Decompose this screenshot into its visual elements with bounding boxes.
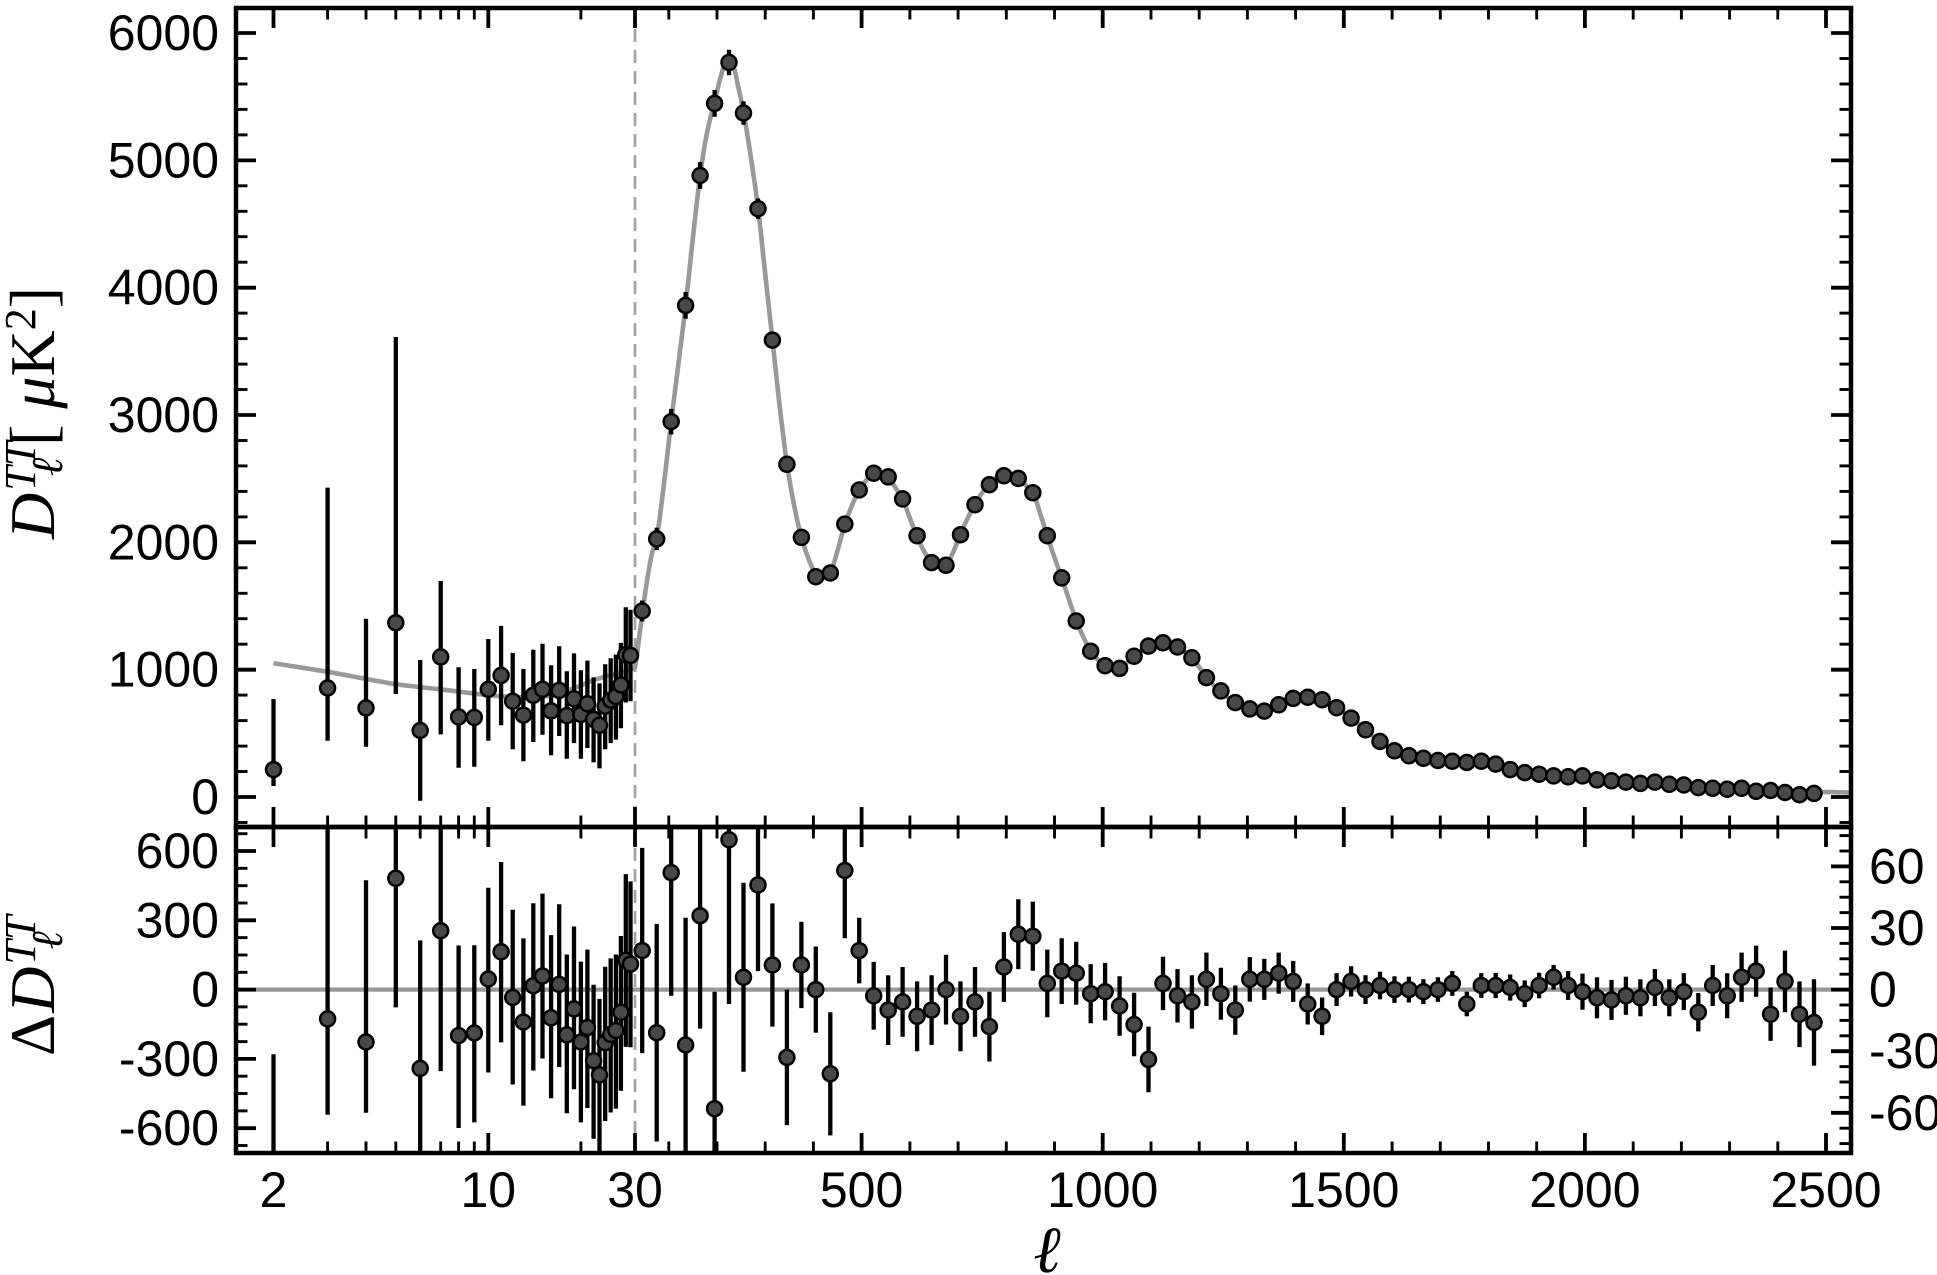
svg-text:2: 2 [260,1162,288,1218]
svg-text:500: 500 [820,1162,903,1218]
svg-text:300: 300 [136,892,219,948]
svg-text:-300: -300 [119,1031,219,1087]
svg-text:TT: TT [0,912,45,964]
svg-text:]: ] [0,287,68,308]
svg-text:-60: -60 [1869,1085,1937,1141]
svg-text:Δ: Δ [0,1015,68,1056]
svg-text:30: 30 [607,1162,663,1218]
svg-text:K: K [0,330,68,376]
svg-text:1500: 1500 [1288,1162,1399,1218]
svg-text:6000: 6000 [108,5,219,61]
svg-text:2500: 2500 [1770,1162,1881,1218]
svg-text:4000: 4000 [108,260,219,316]
svg-text:600: 600 [136,823,219,879]
svg-text:TT: TT [0,438,45,490]
svg-text:0: 0 [191,962,219,1018]
svg-text:[: [ [0,425,68,446]
svg-text:ℓ: ℓ [23,457,72,476]
svg-text:D: D [0,493,68,540]
svg-text:-600: -600 [119,1100,219,1156]
svg-text:10: 10 [460,1162,516,1218]
svg-text:1000: 1000 [1047,1162,1158,1218]
svg-text:60: 60 [1869,838,1925,894]
svg-text:30: 30 [1869,900,1925,956]
svg-text:2: 2 [0,308,45,330]
svg-text:5000: 5000 [108,132,219,188]
svg-text:0: 0 [191,769,219,825]
svg-text:2000: 2000 [108,514,219,570]
svg-text:1000: 1000 [108,642,219,698]
svg-text:D: D [0,967,68,1014]
svg-text:3000: 3000 [108,387,219,443]
svg-text:0: 0 [1869,962,1897,1018]
svg-text:ℓ: ℓ [1033,1214,1061,1275]
svg-text:μ: μ [0,376,68,409]
svg-text:-30: -30 [1869,1023,1937,1079]
svg-text:ℓ: ℓ [23,931,72,950]
svg-text:2000: 2000 [1529,1162,1640,1218]
